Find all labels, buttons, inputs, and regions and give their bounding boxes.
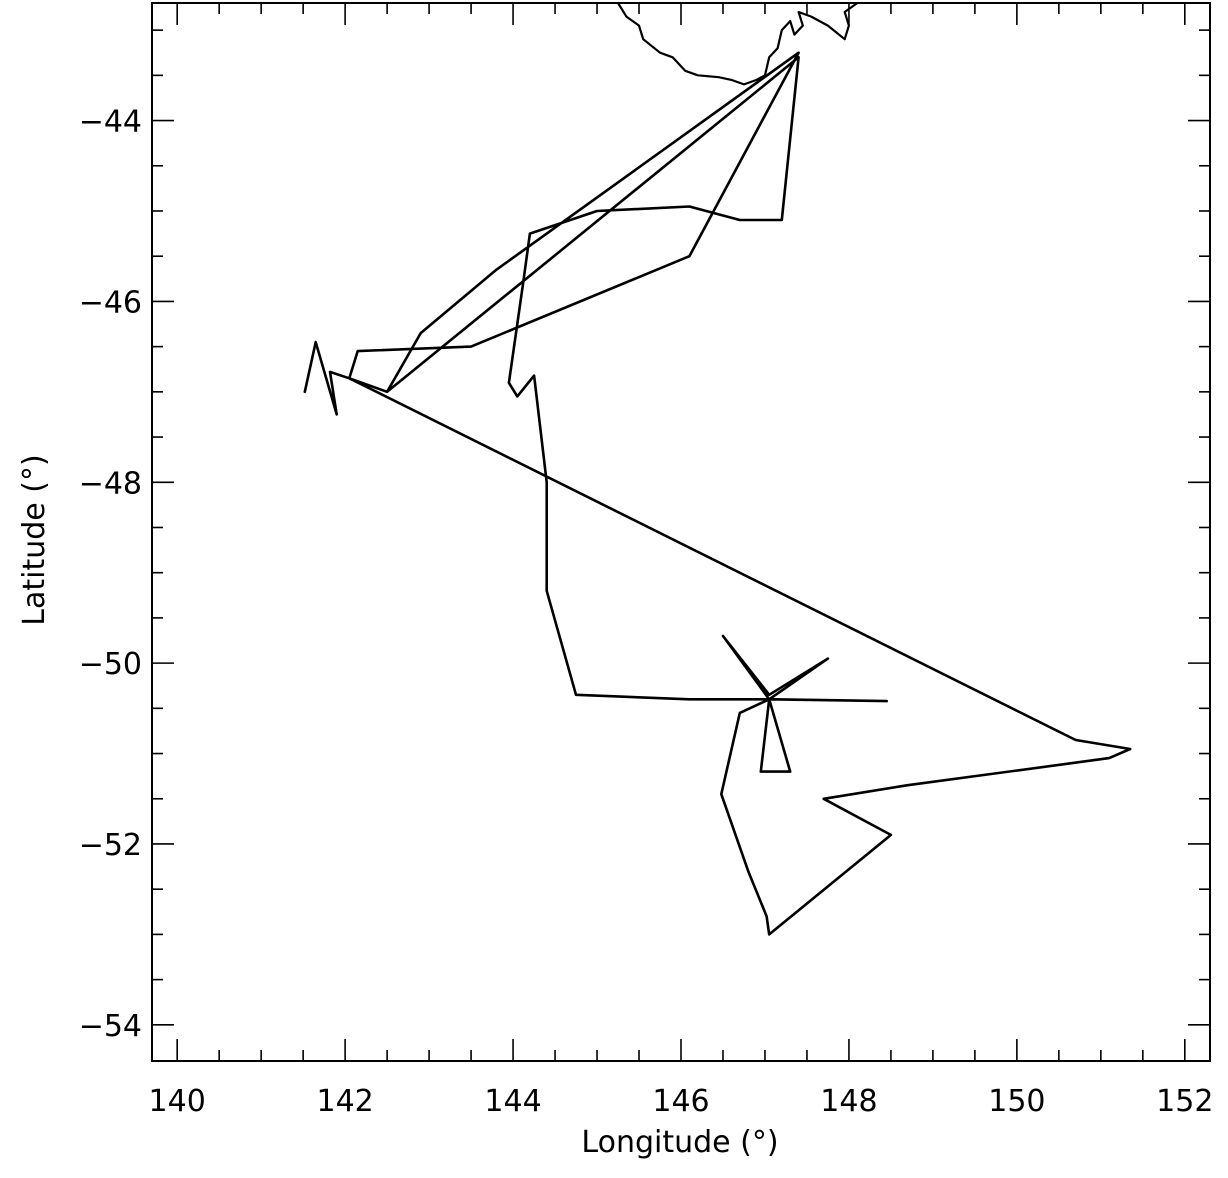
- plot-frame: [151, 2, 1211, 1062]
- y-tick-labels: −44 −46 −48 −50 −52 −54: [79, 105, 142, 1044]
- x-tick-label: 142: [316, 1084, 373, 1119]
- x-tick-label: 146: [652, 1084, 709, 1119]
- x-tick-label: 140: [149, 1084, 206, 1119]
- y-tick-label: −52: [79, 828, 142, 863]
- coastline-path: [617, 2, 858, 86]
- y-tick-label: −46: [79, 285, 142, 320]
- x-tick-labels: 140 142 144 146 148 150 152: [149, 1084, 1214, 1119]
- x-tick-label: 144: [484, 1084, 541, 1119]
- x-tick-label: 152: [1156, 1084, 1213, 1119]
- x-tick-label: 148: [820, 1084, 877, 1119]
- y-tick-label: −44: [79, 105, 142, 140]
- y-tick-label: −54: [79, 1009, 142, 1044]
- track-line: [303, 51, 1132, 936]
- x-axis-title: Longitude (°): [581, 1125, 778, 1160]
- track-series: [303, 51, 1132, 936]
- coastline: [617, 2, 858, 86]
- y-tick-label: −48: [79, 466, 142, 501]
- y-tick-label: −50: [79, 647, 142, 682]
- axis-ticks: [152, 3, 1210, 1061]
- y-axis-title: Latitude (°): [17, 454, 52, 625]
- x-tick-label: 150: [988, 1084, 1045, 1119]
